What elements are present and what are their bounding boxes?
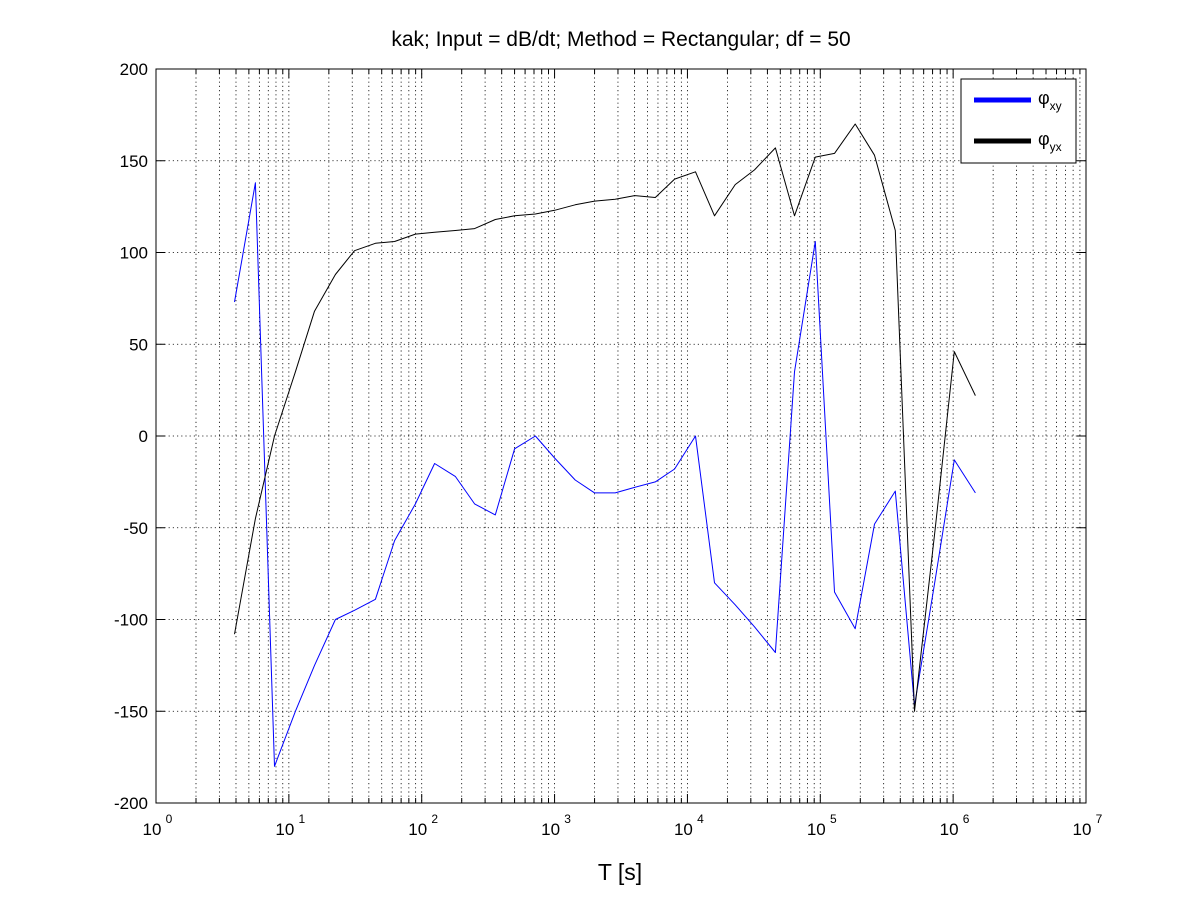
y-tick-label: -200 [114,794,148,813]
series-line-xy [234,182,976,767]
x-tick-exponent: 7 [1096,812,1103,826]
y-tick-label: -100 [114,611,148,630]
x-axis-ticks: 10 0 10 1 10 2 10 3 10 4 10 5 10 6 10 7 [143,69,1103,839]
y-tick-label: -50 [123,519,148,538]
legend-label-phi-xy: φxy [1038,88,1062,113]
legend: φxy φyx [960,78,1077,164]
series-line-yx [234,123,976,712]
x-tick-label: 10 [807,820,826,839]
legend-box [960,78,1077,164]
x-tick-label: 10 [1073,820,1092,839]
x-tick-exponent: 6 [963,812,970,826]
x-tick-exponent: 2 [431,812,438,826]
x-tick-exponent: 3 [564,812,571,826]
y-tick-label: 0 [139,427,148,446]
x-tick-label: 10 [275,820,294,839]
x-axis-label: T [s] [598,859,642,885]
x-tick-exponent: 4 [697,812,704,826]
x-tick-exponent: 5 [830,812,837,826]
legend-symbol: φ [1038,129,1050,149]
y-tick-label: -150 [114,702,148,721]
x-tick-label: 10 [541,820,560,839]
x-tick-exponent: 1 [299,812,306,826]
y-tick-label: 100 [120,244,148,263]
x-tick-label: 10 [940,820,959,839]
x-tick-label: 10 [674,820,693,839]
legend-label-phi-yx: φyx [1038,129,1062,154]
legend-subscript: xy [1050,99,1062,113]
y-tick-label: 50 [129,335,148,354]
legend-symbol: φ [1038,88,1050,108]
series-lines [234,123,976,767]
legend-subscript: yx [1050,140,1062,154]
x-tick-label: 10 [408,820,427,839]
y-tick-label: 150 [120,152,148,171]
chart-title: kak; Input = dB/dt; Method = Rectangular… [391,28,850,51]
grid-lines [156,69,1086,803]
x-tick-label: 10 [143,820,162,839]
x-tick-exponent: 0 [166,812,173,826]
plot-area [156,69,1086,803]
y-tick-label: 200 [120,60,148,79]
y-axis-ticks: 200 150 100 50 0 -50 -100 -150 -200 [114,60,1086,813]
